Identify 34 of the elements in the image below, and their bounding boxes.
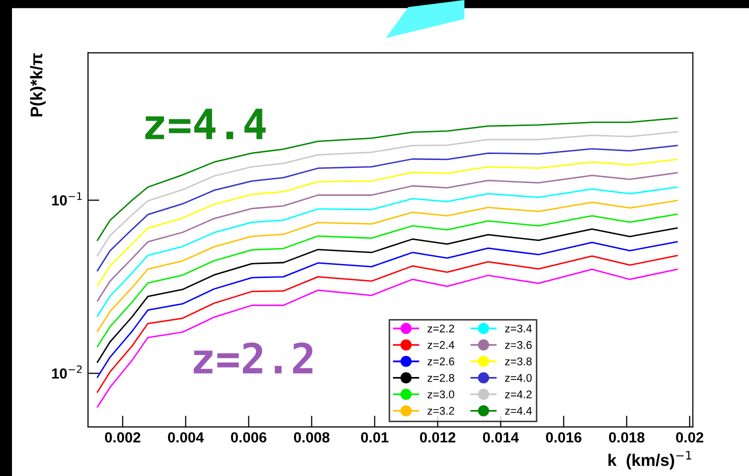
line-series — [96, 186, 678, 317]
x-tick-label: 0.006 — [230, 432, 266, 443]
legend-label: z=4.2 — [505, 390, 532, 398]
x-tick-label: 0.002 — [104, 432, 140, 443]
x-axis-title: k (km/s)$^{−1}$ — [608, 450, 692, 470]
legend-label: z=2.6 — [428, 358, 454, 366]
legend-label: z=4.4 — [505, 407, 532, 415]
line-series — [96, 172, 678, 302]
x-tick-label: 0.02 — [676, 432, 704, 443]
annotation: z=4.4 — [145, 108, 266, 140]
legend-label: z=2.2 — [428, 324, 454, 332]
legend-label: z=2.4 — [428, 341, 454, 349]
legend-label: z=4.0 — [505, 374, 532, 382]
x-tick-label: 0.016 — [546, 432, 582, 443]
x-tick-label: 0.004 — [168, 432, 204, 443]
legend-label: z=3.8 — [505, 358, 532, 366]
x-tick-label: 0.012 — [420, 432, 456, 443]
legend-label: z=3.4 — [505, 324, 532, 332]
y-axis-title: P(k)*k/π — [30, 53, 46, 116]
legend-label: z=3.2 — [428, 406, 454, 415]
legend-label: z=3.6 — [505, 341, 532, 349]
x-tick-label: 0.01 — [361, 432, 388, 443]
x-tick-label: 0.014 — [483, 432, 519, 443]
y-tick-label: 10$^{−1}$ — [52, 192, 82, 206]
y-tick-label: 10$^{−2}$ — [52, 365, 82, 379]
x-tick-label: 0.018 — [609, 432, 644, 443]
legend-label: z=2.8 — [428, 374, 454, 382]
line-series — [96, 268, 678, 408]
line-series — [96, 200, 678, 332]
line-series — [96, 158, 678, 287]
annotation: z=2.2 — [194, 342, 312, 374]
line-series — [96, 144, 678, 272]
legend-label: z=3.0 — [428, 390, 454, 398]
x-tick-label: 0.008 — [294, 432, 330, 443]
